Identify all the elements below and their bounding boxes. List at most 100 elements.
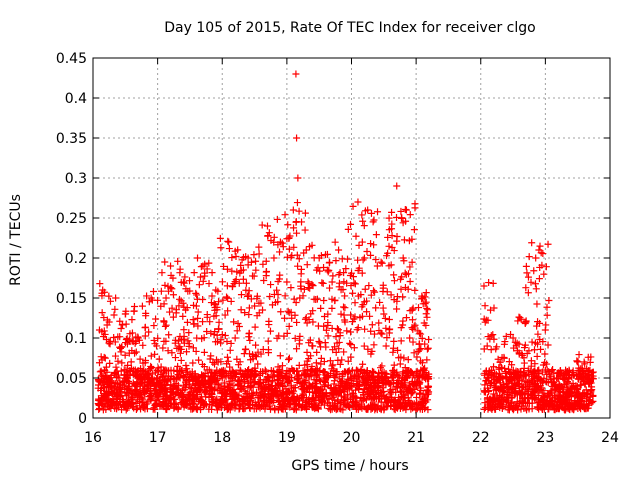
data-point [582, 372, 590, 380]
data-point [370, 382, 378, 390]
data-point [325, 395, 333, 403]
data-point [296, 294, 304, 302]
data-point [177, 356, 185, 364]
data-point [293, 345, 301, 353]
data-point [239, 275, 247, 283]
data-point [180, 335, 188, 343]
data-point [414, 377, 422, 385]
data-point [271, 405, 279, 413]
data-point [377, 364, 385, 372]
data-point [331, 297, 339, 305]
data-point [522, 318, 530, 326]
data-point [176, 367, 184, 375]
data-point [103, 396, 111, 404]
data-point [193, 334, 201, 342]
data-point [288, 384, 296, 392]
x-tick-label: 16 [84, 430, 102, 446]
data-point [270, 254, 278, 262]
data-point [363, 388, 371, 396]
data-point [225, 384, 233, 392]
data-point [144, 383, 152, 391]
data-point [390, 361, 398, 369]
data-point [108, 398, 116, 406]
data-point [243, 394, 251, 402]
data-point [407, 368, 415, 376]
data-point [162, 337, 170, 345]
data-point [362, 376, 370, 384]
data-point [524, 273, 532, 281]
data-point [211, 306, 219, 314]
data-point [315, 254, 323, 262]
data-point [309, 342, 317, 350]
data-point [259, 345, 267, 353]
data-point [209, 378, 217, 386]
data-point [563, 379, 571, 387]
data-point [326, 357, 334, 365]
data-point [380, 368, 388, 376]
data-point [214, 402, 222, 410]
data-point [285, 355, 293, 363]
data-point [525, 405, 533, 413]
data-point [150, 404, 158, 412]
data-point [174, 362, 182, 370]
data-point [167, 262, 175, 270]
data-point [576, 390, 584, 398]
data-point [257, 368, 265, 376]
data-point [423, 304, 431, 312]
data-point [114, 333, 122, 341]
data-point [493, 343, 501, 351]
data-point [224, 237, 232, 245]
data-point [183, 365, 191, 373]
data-point [111, 369, 119, 377]
data-point [359, 360, 367, 368]
data-point [568, 373, 576, 381]
data-point [126, 330, 134, 338]
data-point [100, 374, 108, 382]
data-point [418, 335, 426, 343]
data-point [132, 386, 140, 394]
data-point [234, 319, 242, 327]
data-point [559, 396, 567, 404]
data-point [352, 232, 360, 240]
data-point [581, 373, 589, 381]
data-point [116, 344, 124, 352]
data-point [329, 388, 337, 396]
data-point [387, 389, 395, 397]
data-point [198, 393, 206, 401]
data-point [158, 269, 166, 277]
data-point [174, 257, 182, 265]
data-point [411, 385, 419, 393]
data-point [226, 368, 234, 376]
data-point [387, 261, 395, 269]
data-point [424, 382, 432, 390]
data-point [279, 243, 287, 251]
data-point [324, 332, 332, 340]
data-point [99, 394, 107, 402]
data-point [141, 332, 149, 340]
data-point [347, 328, 355, 336]
data-point [192, 302, 200, 310]
data-point [362, 405, 370, 413]
data-point [371, 330, 378, 338]
data-point [301, 226, 309, 234]
data-point [363, 247, 371, 255]
data-point [351, 280, 359, 288]
data-point [481, 302, 489, 310]
data-point [360, 342, 368, 350]
data-point [342, 265, 350, 273]
data-point [390, 397, 398, 405]
data-point [195, 281, 203, 289]
data-point [149, 288, 157, 296]
data-point [396, 360, 404, 368]
data-point [402, 400, 410, 408]
data-point [169, 313, 177, 321]
data-point [482, 367, 490, 375]
data-point [488, 378, 496, 386]
data-point [423, 356, 431, 364]
data-point [110, 334, 118, 342]
data-point [263, 222, 271, 230]
data-point [580, 358, 588, 366]
data-point [411, 200, 419, 208]
data-point [339, 406, 347, 414]
data-point [194, 374, 202, 382]
